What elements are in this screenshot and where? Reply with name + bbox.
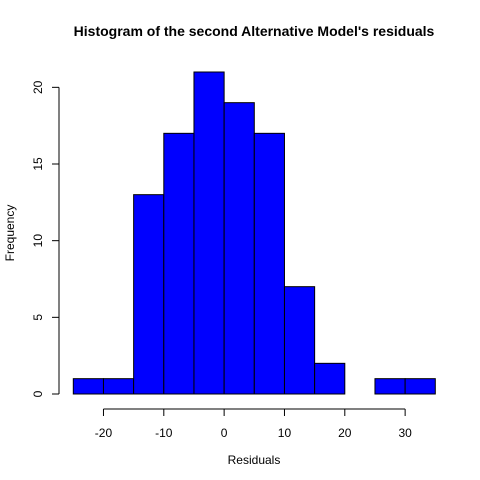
histogram-bar bbox=[133, 194, 165, 395]
x-tick-label: -20 bbox=[95, 426, 113, 440]
y-tick-label: 20 bbox=[31, 80, 45, 94]
x-tick-label: 10 bbox=[278, 426, 292, 440]
x-tick-label: 30 bbox=[398, 426, 412, 440]
bars-group bbox=[72, 71, 436, 395]
histogram-bar bbox=[314, 362, 346, 395]
histogram-bar bbox=[193, 71, 225, 395]
x-axis: -20 -10 0 10 20 30 bbox=[95, 408, 412, 440]
histogram-bar bbox=[102, 378, 135, 395]
x-tick-label: -10 bbox=[155, 426, 173, 440]
y-tick-label: 15 bbox=[31, 157, 45, 171]
x-axis-label: Residuals bbox=[228, 453, 281, 467]
x-tick-label: 20 bbox=[338, 426, 352, 440]
histogram-bar bbox=[253, 132, 285, 395]
x-tick-label: 0 bbox=[221, 426, 228, 440]
chart-title: Histogram of the second Alternative Mode… bbox=[74, 23, 435, 39]
y-tick-label: 5 bbox=[31, 314, 45, 321]
histogram-bar bbox=[223, 102, 255, 395]
histogram-bar bbox=[283, 286, 316, 395]
y-tick-label: 10 bbox=[31, 234, 45, 248]
histogram-bar bbox=[404, 378, 436, 395]
histogram-bar bbox=[72, 378, 104, 395]
y-axis: 0 5 10 15 20 bbox=[31, 80, 60, 397]
y-tick-label: 0 bbox=[31, 390, 45, 397]
y-axis-label: Frequency bbox=[3, 205, 17, 262]
histogram-bar bbox=[163, 132, 195, 395]
histogram-bar bbox=[374, 378, 406, 395]
